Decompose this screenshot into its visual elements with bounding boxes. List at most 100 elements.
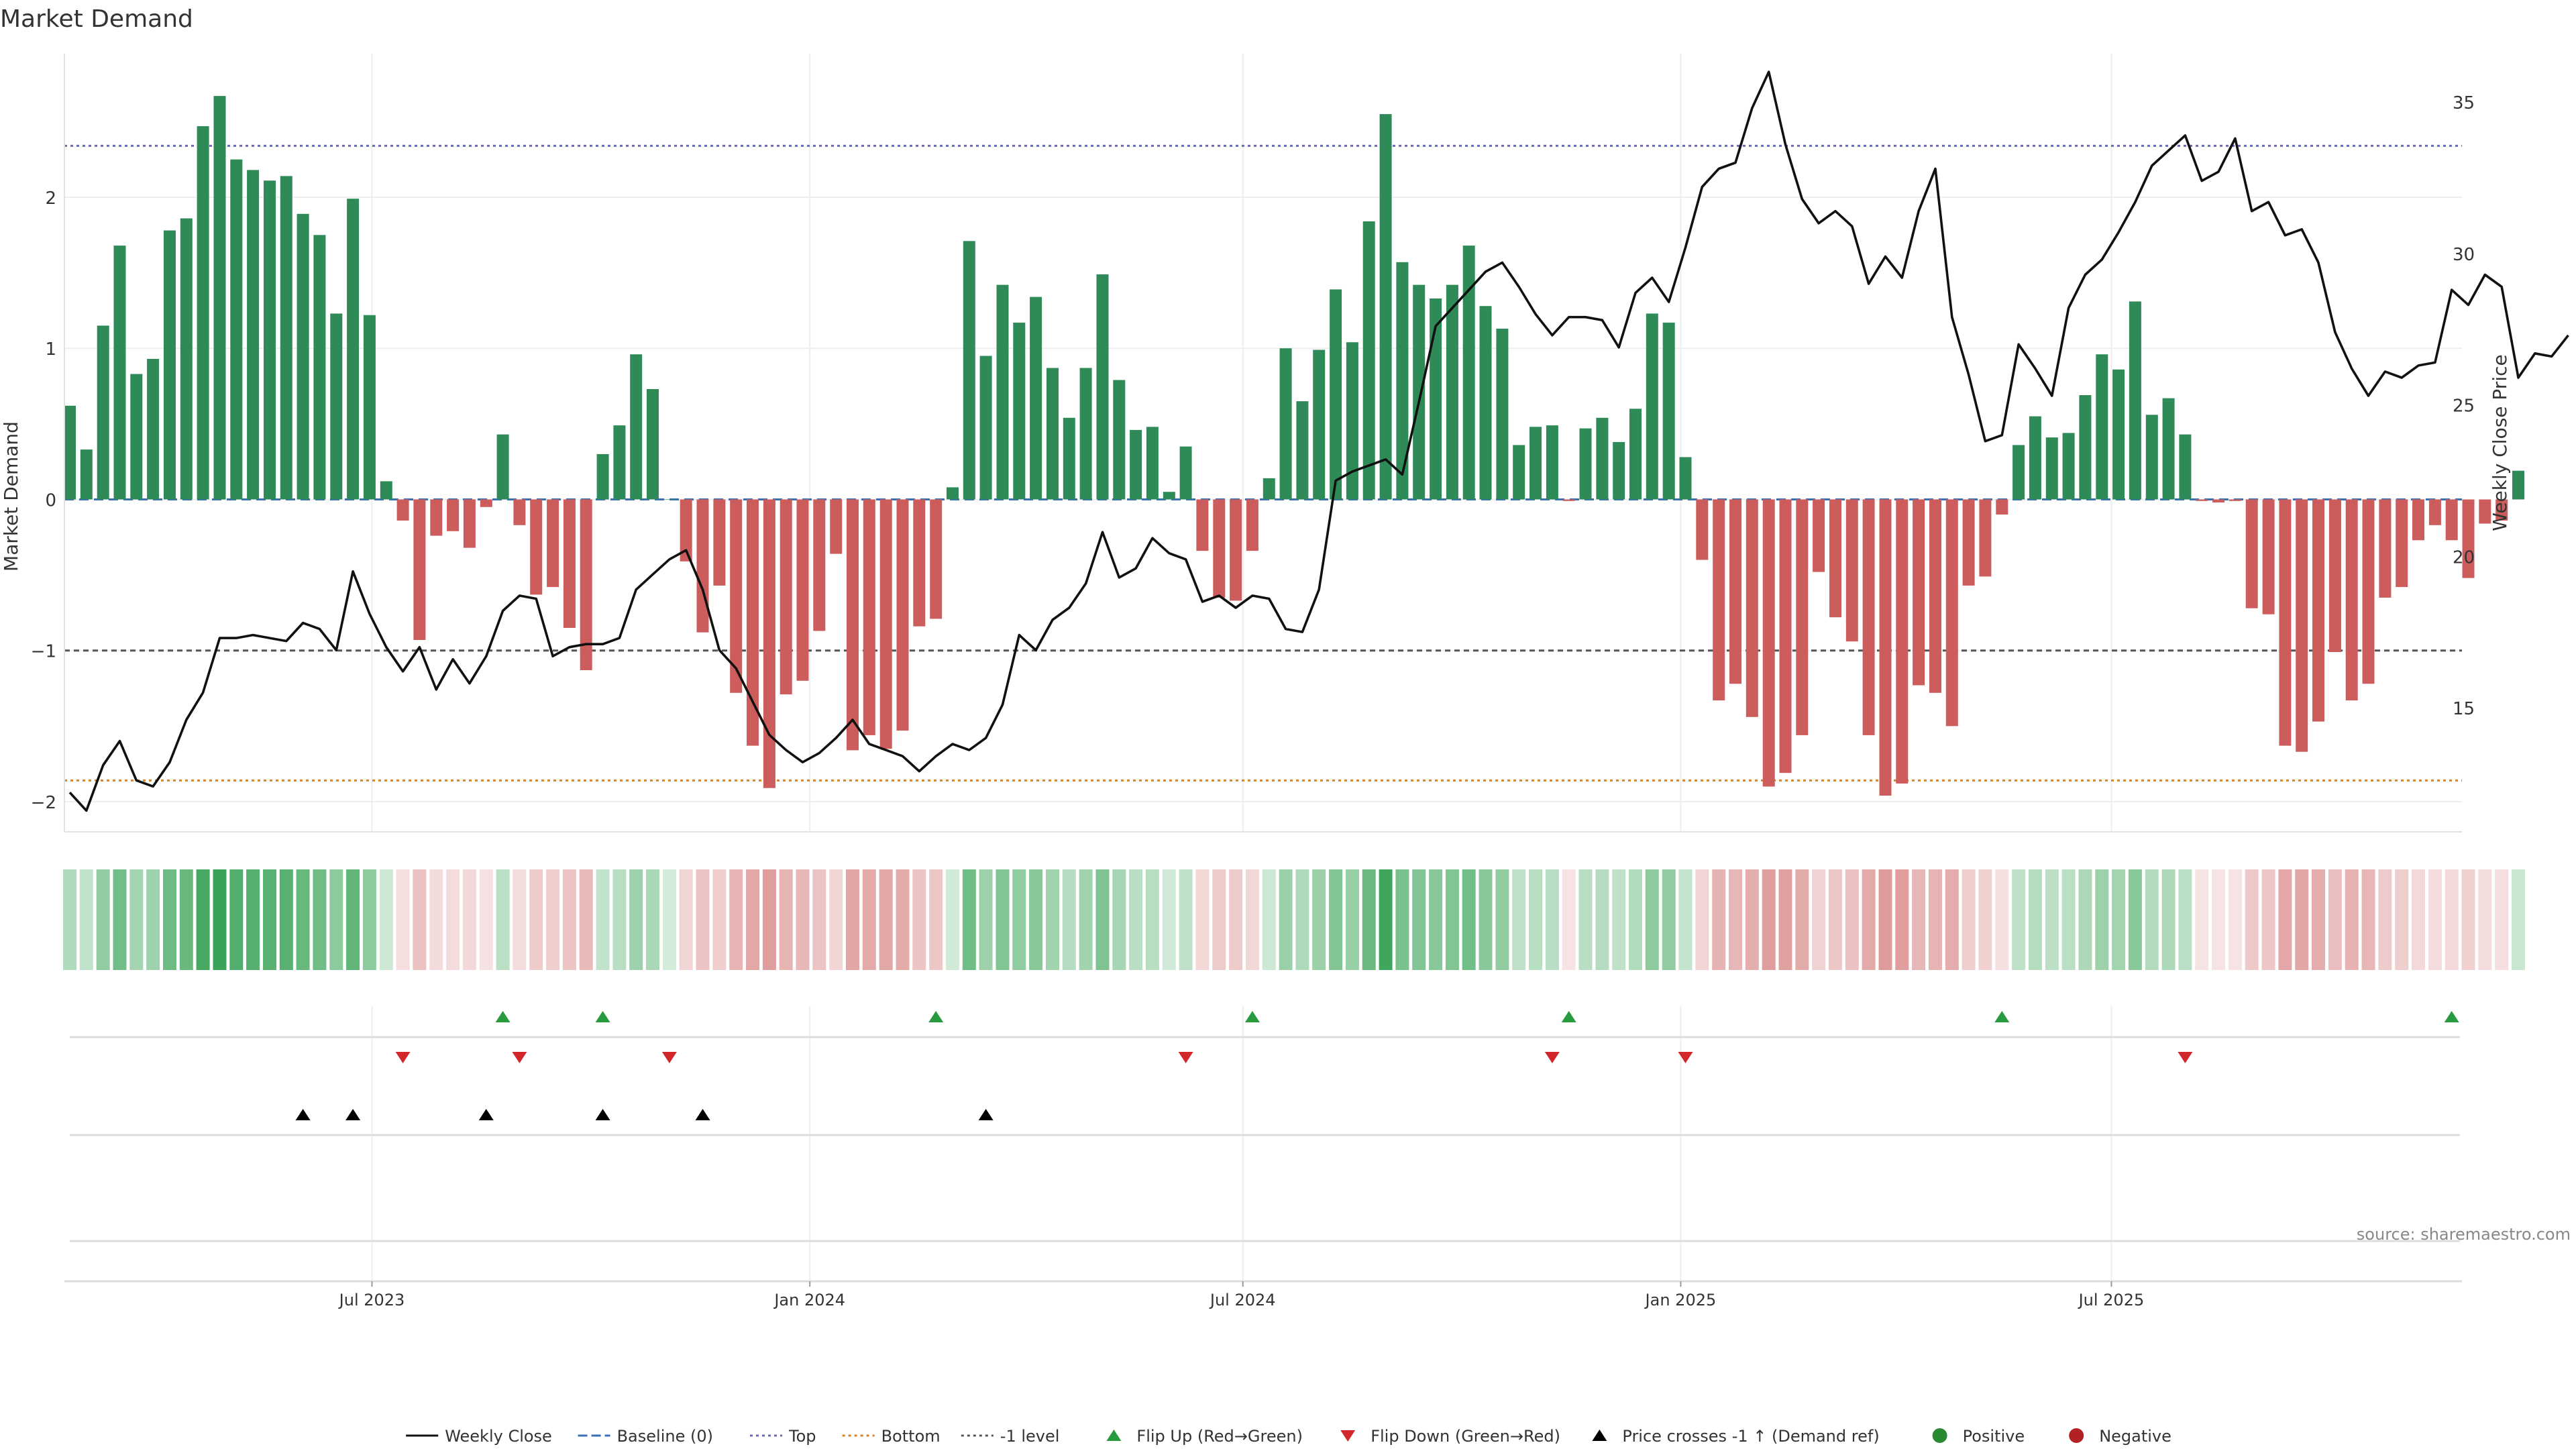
demand-bar — [1246, 499, 1258, 551]
demand-bar — [547, 499, 559, 588]
heat-cell — [1112, 869, 1126, 970]
heat-cell — [1945, 869, 1959, 970]
heat-cell — [163, 869, 176, 970]
heat-cell — [1678, 869, 1693, 970]
demand-bar — [630, 354, 643, 500]
legend-label: Baseline (0) — [617, 1427, 713, 1446]
heat-cell — [1729, 869, 1742, 970]
heat-cell — [396, 869, 410, 970]
heat-cell — [2361, 869, 2375, 970]
heat-cell — [2012, 869, 2026, 970]
heat-cell — [2261, 869, 2275, 970]
heat-cell — [329, 869, 343, 970]
heat-cell — [712, 869, 727, 970]
flip-down-marker — [2178, 1052, 2193, 1063]
heat-cell — [979, 869, 993, 970]
heat-cell — [1179, 869, 1193, 970]
demand-bar — [763, 499, 775, 788]
axes: 2 1 0 −1 −2 35 30 25 20 15 — [31, 54, 2475, 833]
heat-cell — [1512, 869, 1526, 970]
heat-cell — [96, 869, 110, 970]
price-cross-marker — [295, 1109, 311, 1120]
heat-cell — [1145, 869, 1159, 970]
legend-label: Price crosses -1 ↑ (Demand ref) — [1622, 1427, 1879, 1446]
heat-cell — [229, 869, 244, 970]
legend-item: Top — [750, 1427, 816, 1446]
flip-down-marker — [512, 1052, 527, 1063]
demand-bar — [1696, 499, 1709, 560]
demand-bar — [1446, 284, 1458, 500]
y-tick-label: 2 — [45, 189, 56, 209]
demand-bar — [1929, 499, 1941, 693]
heat-cell — [1212, 869, 1226, 970]
y2-axis-label: Weekly Close Price — [2489, 354, 2511, 531]
heat-cell — [479, 869, 493, 970]
heat-cell — [729, 869, 743, 970]
heat-cell — [2345, 869, 2359, 970]
demand-bar — [64, 405, 76, 500]
demand-bar — [1862, 499, 1875, 735]
demand-bar — [730, 499, 743, 693]
demand-bar — [647, 389, 659, 500]
demand-bar — [1796, 499, 1809, 735]
demand-bar — [963, 241, 975, 500]
heat-cell — [263, 869, 276, 970]
heat-cell — [2278, 869, 2292, 970]
flip-up-marker — [495, 1011, 511, 1022]
demand-bar — [1279, 348, 1292, 500]
demand-bar — [1829, 499, 1841, 618]
heat-cell — [562, 869, 576, 970]
heat-cell — [2195, 869, 2209, 970]
demand-bar — [1330, 289, 1342, 500]
heat-cell — [1379, 869, 1393, 970]
demand-bar — [1562, 499, 1575, 501]
demand-bar — [1613, 441, 1625, 500]
demand-bar — [1313, 350, 1326, 500]
demand-bar — [696, 499, 709, 633]
legend-label: Weekly Close — [445, 1427, 552, 1446]
demand-bar — [713, 499, 726, 586]
heat-cell — [1578, 869, 1593, 970]
heat-cell — [1878, 869, 1892, 970]
demand-bar — [180, 218, 193, 500]
heat-cell — [2028, 869, 2042, 970]
legend-label: Negative — [2099, 1427, 2171, 1446]
heat-cell — [1029, 869, 1043, 970]
demand-bar — [830, 499, 843, 554]
heat-cell — [2378, 869, 2392, 970]
flip-down-marker — [1544, 1052, 1560, 1063]
x-tick-label: Jul 2025 — [2078, 1291, 2145, 1309]
legend-label: Flip Down (Green→Red) — [1371, 1427, 1560, 1446]
demand-bar — [780, 499, 792, 695]
legend-label: Top — [788, 1427, 816, 1446]
demand-bar — [396, 499, 409, 521]
heat-cell — [996, 869, 1010, 970]
heat-cell — [746, 869, 759, 970]
legend-swatch-triangle-up — [1106, 1430, 1122, 1441]
heat-cell — [662, 869, 676, 970]
demand-bar — [1813, 499, 1825, 572]
demand-bar — [380, 481, 392, 500]
demand-bar — [1263, 478, 1275, 500]
demand-bar — [1579, 428, 1592, 500]
heat-cell — [1845, 869, 1859, 970]
heat-cell — [896, 869, 910, 970]
demand-bar — [530, 499, 543, 595]
legend-swatch-triangle-up — [1592, 1430, 1607, 1441]
demand-bar — [2012, 445, 2025, 500]
heat-cell — [812, 869, 826, 970]
demand-bar — [480, 499, 492, 507]
heat-cell — [862, 869, 876, 970]
legend-label: -1 level — [1000, 1427, 1060, 1446]
demand-bar — [2412, 499, 2424, 541]
demand-bar — [1546, 425, 1558, 500]
heat-cell — [1495, 869, 1509, 970]
legend-label: Flip Up (Red→Green) — [1136, 1427, 1303, 1446]
legend-item: Flip Up (Red→Green) — [1106, 1427, 1303, 1446]
y2-tick-label: 25 — [2453, 396, 2475, 417]
heat-cell — [2078, 869, 2092, 970]
x-tick-label: Jul 2024 — [1209, 1291, 1276, 1309]
heat-cell — [646, 869, 659, 970]
heat-cell — [679, 869, 693, 970]
